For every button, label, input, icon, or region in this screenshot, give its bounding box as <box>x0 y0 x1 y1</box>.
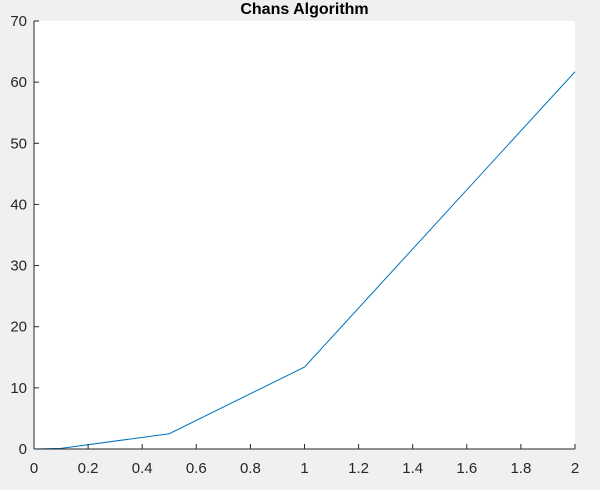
chart-title: Chans Algorithm <box>240 1 368 18</box>
x-tick-label: 1.2 <box>348 460 369 477</box>
x-tick-label: 0.8 <box>240 460 261 477</box>
y-axis-ticks: 0 10 20 30 40 50 60 70 <box>10 13 39 458</box>
y-tick-label: 60 <box>10 74 27 91</box>
y-tick-label: 40 <box>10 196 27 213</box>
plot-area <box>34 21 575 449</box>
y-tick-label: 30 <box>10 258 27 275</box>
y-tick-label: 50 <box>10 135 27 152</box>
y-tick-label: 0 <box>19 441 27 458</box>
x-tick-label: 0.6 <box>186 460 207 477</box>
x-axis-ticks: 0 0.2 0.4 0.6 0.8 1 1.2 1.4 1.6 1.8 2 <box>30 444 579 477</box>
x-tick-label: 1.6 <box>456 460 477 477</box>
y-tick-label: 20 <box>10 319 27 336</box>
x-tick-label: 1 <box>300 460 308 477</box>
x-tick-label: 1.4 <box>402 460 423 477</box>
x-tick-label: 0.4 <box>132 460 153 477</box>
x-tick-label: 1.8 <box>510 460 531 477</box>
x-tick-label: 2 <box>571 460 579 477</box>
y-tick-label: 10 <box>10 380 27 397</box>
x-tick-label: 0 <box>30 460 38 477</box>
x-tick-label: 0.2 <box>78 460 99 477</box>
y-tick-label: 70 <box>10 13 27 30</box>
